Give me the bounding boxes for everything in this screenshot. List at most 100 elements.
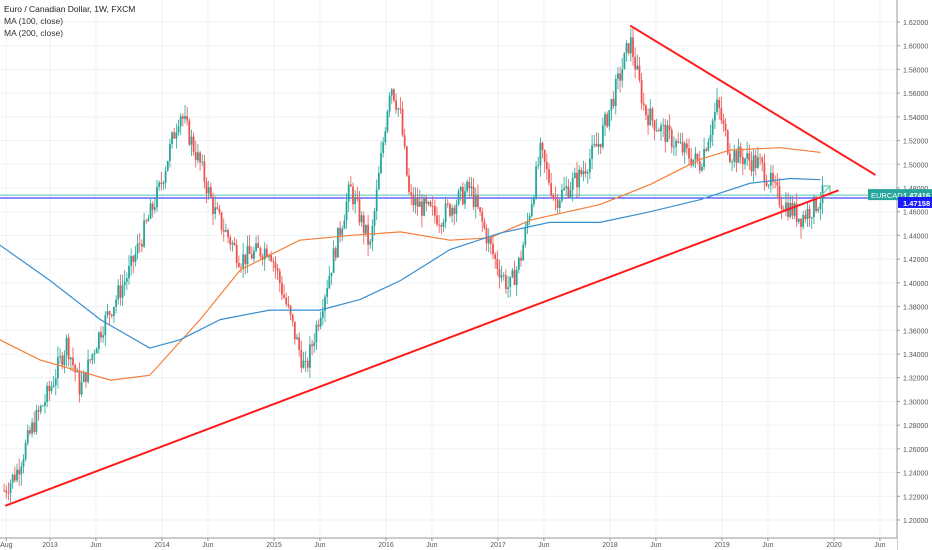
candle-body <box>440 225 443 227</box>
indicator-ma100[interactable]: MA (100, close) <box>4 16 64 26</box>
candle-body <box>416 197 419 207</box>
candle-body <box>149 203 152 219</box>
candle-body <box>74 364 77 373</box>
candle-body <box>479 207 481 212</box>
candle-body <box>690 158 693 166</box>
candle-body <box>207 187 210 194</box>
candle-body <box>29 430 31 434</box>
y-tick-label: 1.54000 <box>903 115 928 122</box>
candle-body <box>683 143 686 153</box>
candle-body <box>517 257 520 270</box>
candle-body <box>586 172 589 174</box>
candle-body <box>664 124 667 142</box>
candle-body <box>414 197 417 206</box>
candle-body <box>673 146 675 148</box>
candle-body <box>390 89 393 96</box>
candle-body <box>63 355 66 366</box>
time-axis <box>0 538 897 550</box>
candle-body <box>332 248 335 273</box>
x-tick-label: 2016 <box>378 542 394 549</box>
y-tick-label: 1.44000 <box>903 233 928 240</box>
candle-body <box>403 135 406 147</box>
candle-body <box>317 324 320 327</box>
candle-body <box>780 205 783 210</box>
candle-body <box>815 196 817 211</box>
candle-body <box>444 203 447 223</box>
y-tick-label: 1.32000 <box>903 376 928 383</box>
candle-body <box>526 220 529 228</box>
candle-body <box>386 111 389 132</box>
candle-body <box>110 314 113 317</box>
candle-body <box>474 195 477 208</box>
candle-body <box>502 275 505 276</box>
indicator-ma200[interactable]: MA (200, close) <box>4 28 64 38</box>
candle-body <box>177 126 180 133</box>
candle-body <box>115 299 117 307</box>
y-tick-label: 1.38000 <box>903 305 928 312</box>
x-tick-label: Aug <box>0 542 13 549</box>
candle-body <box>817 208 820 211</box>
candle-body <box>720 108 723 121</box>
candle-body <box>731 161 733 163</box>
candle-body <box>330 272 333 277</box>
candle-body <box>225 230 227 232</box>
candle-body <box>153 207 156 210</box>
candle-body <box>466 181 469 192</box>
x-tick-label: 2017 <box>490 542 506 549</box>
candle-body <box>765 182 768 186</box>
candle-body <box>100 332 102 338</box>
candle-body <box>619 73 621 81</box>
candle-body <box>793 203 796 216</box>
candle-body <box>179 116 182 127</box>
candle-body <box>655 129 658 131</box>
candle-body <box>337 227 339 258</box>
symbol-title: Euro / Canadian Dollar, 1W, FXCM <box>4 4 136 14</box>
candle-body <box>761 157 764 163</box>
candle-body <box>95 348 98 354</box>
candle-body <box>735 150 738 163</box>
candle-body <box>35 410 38 432</box>
candle-body <box>69 357 72 360</box>
candle-body <box>763 162 766 183</box>
candle-body <box>265 248 268 258</box>
candle-body <box>44 402 46 406</box>
candle-body <box>5 490 8 493</box>
candle-body <box>522 244 525 261</box>
candle-body <box>819 203 822 209</box>
candle-body <box>509 276 512 288</box>
candle-body <box>716 99 718 112</box>
y-tick-label: 1.50000 <box>903 162 928 169</box>
candle-body <box>685 143 688 149</box>
candle-body <box>442 222 445 227</box>
y-tick-label: 1.34000 <box>903 352 928 359</box>
candle-body <box>759 157 761 159</box>
candle-body <box>190 136 193 145</box>
candle-body <box>253 250 255 259</box>
candle-body <box>369 241 372 245</box>
candle-body <box>283 294 285 298</box>
candle-body <box>108 311 111 315</box>
trendline-resistance <box>629 24 876 176</box>
candle-body <box>481 211 484 222</box>
candle-body <box>487 237 490 244</box>
candle-body <box>13 474 16 481</box>
x-tick-label: 2019 <box>714 542 730 549</box>
candle-body <box>401 108 404 136</box>
candle-body <box>97 332 100 349</box>
candle-body <box>78 370 81 395</box>
candle-body <box>33 422 36 432</box>
candle-body <box>449 204 451 216</box>
candle-body <box>752 155 755 172</box>
candle-body <box>709 134 712 142</box>
candle-body <box>162 182 165 184</box>
candle-body <box>181 116 184 119</box>
candle-body <box>776 181 779 186</box>
candle-body <box>556 199 559 208</box>
candle-body <box>614 79 617 106</box>
candle-body <box>597 143 600 147</box>
candle-body <box>694 153 697 160</box>
candle-body <box>272 261 275 263</box>
y-tick-label: 1.28000 <box>903 423 928 430</box>
